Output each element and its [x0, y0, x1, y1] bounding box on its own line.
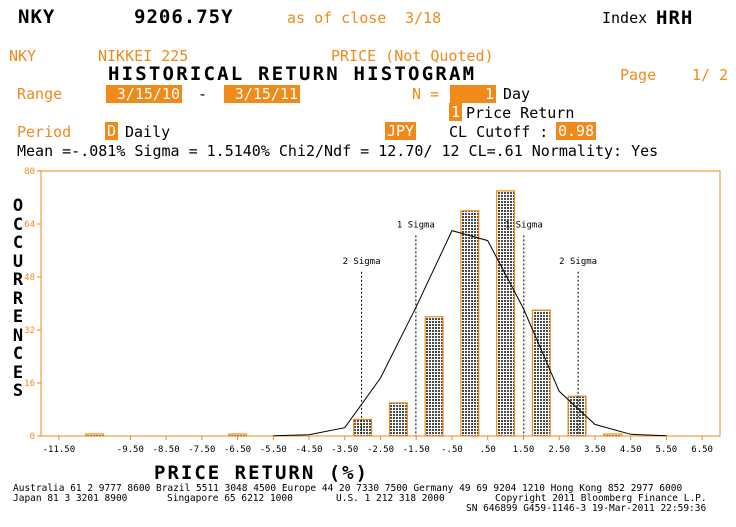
- period-value: Daily: [125, 123, 171, 141]
- y-tick-label: 16: [24, 379, 35, 389]
- index-label: Index: [602, 9, 648, 27]
- security-ticker: NKY: [9, 47, 37, 65]
- x-tick-label: -11.50: [43, 445, 76, 455]
- period-label: Period: [17, 123, 72, 141]
- return-type-field[interactable]: 1: [449, 103, 463, 121]
- start-date-field[interactable]: 3/15/10: [106, 85, 182, 103]
- period-field[interactable]: D: [105, 122, 119, 140]
- footer-contacts-japan: Japan 81 3 3201 8900: [13, 493, 128, 504]
- footer-contacts-line1: Australia 61 2 9777 8600 Brazil 5511 304…: [13, 483, 683, 494]
- sigma-label: 1 Sigma: [505, 220, 543, 230]
- histogram-bar: [388, 402, 408, 437]
- y-tick-label: 32: [24, 326, 35, 336]
- x-tick-label: 4.50: [620, 445, 642, 455]
- ticker-title: NKY: [18, 6, 56, 28]
- x-tick-label: -3.50: [331, 445, 358, 455]
- page-label: Page: [620, 66, 657, 84]
- as-of-label: as of close: [287, 9, 387, 27]
- plot-frame: [40, 170, 721, 437]
- x-tick-label: -7.50: [188, 445, 215, 455]
- page-title: HISTORICAL RETURN HISTOGRAM: [108, 63, 477, 85]
- range-label: Range: [17, 85, 63, 103]
- n-value-field[interactable]: 1: [450, 85, 496, 103]
- x-tick-label: .50: [480, 445, 496, 455]
- x-tick-label: -9.50: [117, 445, 144, 455]
- normal-curve: [273, 230, 667, 437]
- histogram-bar: [85, 433, 105, 437]
- y-tick-label: 0: [30, 432, 35, 442]
- histogram-bar: [603, 433, 623, 437]
- cl-cutoff-label: CL Cutoff :: [449, 123, 549, 141]
- stats-line: Mean =-.081% Sigma = 1.5140% Chi2/Ndf = …: [17, 142, 659, 160]
- n-label: N =: [412, 85, 440, 103]
- histogram-bar: [460, 210, 480, 437]
- x-tick-label: 3.50: [584, 445, 606, 455]
- x-tick-label: -8.50: [153, 445, 180, 455]
- y-tick-label: 64: [24, 220, 35, 230]
- footer-serial: SN 646899 G459-1146-3 19-Mar-2011 22:59:…: [466, 503, 707, 514]
- return-type-label: Price Return: [466, 104, 575, 122]
- y-tick-label: 48: [24, 273, 35, 283]
- x-tick-label: 1.50: [513, 445, 535, 455]
- sigma-label: 1 Sigma: [397, 220, 435, 230]
- last-price: 9206.75Y: [134, 6, 234, 28]
- x-tick-label: -5.50: [260, 445, 287, 455]
- currency-field[interactable]: JPY: [385, 122, 417, 140]
- x-tick-label: -4.50: [295, 445, 322, 455]
- x-tick-label: 6.50: [691, 445, 713, 455]
- as-of-date: 3/18: [405, 9, 442, 27]
- n-unit: Day: [503, 85, 531, 103]
- function-code: HRH: [656, 7, 694, 29]
- footer-contacts-us: U.S. 1 212 318 2000: [336, 493, 445, 504]
- histogram-bar: [353, 418, 373, 437]
- x-axis-title: PRICE RETURN (%): [154, 462, 370, 484]
- range-dash: -: [198, 85, 208, 103]
- histogram-bar: [496, 190, 516, 437]
- sigma-label: 2 Sigma: [559, 257, 597, 267]
- histogram-bar: [228, 433, 248, 437]
- histogram-bar: [531, 309, 551, 437]
- footer-contacts-singapore: Singapore 65 6212 1000: [167, 493, 293, 504]
- x-tick-label: -2.50: [367, 445, 394, 455]
- price-note: PRICE (Not Quoted): [331, 47, 494, 65]
- cl-cutoff-field[interactable]: 0.98: [556, 122, 597, 140]
- y-tick-label: 80: [24, 167, 35, 177]
- histogram-bar: [424, 316, 444, 437]
- y-axis-title: OCCURRENCES: [12, 196, 24, 401]
- security-name: NIKKEI 225: [98, 47, 189, 65]
- x-tick-label: -6.50: [224, 445, 251, 455]
- sigma-label: 2 Sigma: [343, 257, 381, 267]
- x-tick-label: -.50: [441, 445, 463, 455]
- page-number: 1/ 2: [692, 66, 729, 84]
- footer-copyright: Copyright 2011 Bloomberg Finance L.P.: [495, 493, 707, 504]
- x-tick-label: 2.50: [548, 445, 570, 455]
- x-tick-label: -1.50: [403, 445, 430, 455]
- x-tick-label: 5.50: [656, 445, 678, 455]
- end-date-field[interactable]: 3/15/11: [224, 85, 300, 103]
